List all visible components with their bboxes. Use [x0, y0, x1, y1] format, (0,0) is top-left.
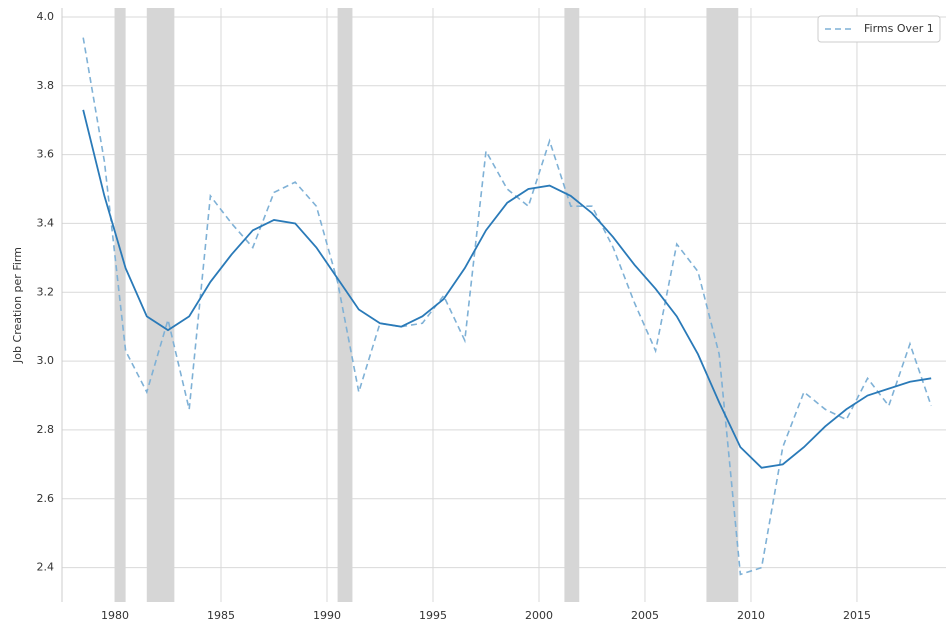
x-tick-label: 2000	[525, 609, 553, 622]
series-line	[82, 37, 932, 576]
y-tick-label: 3.4	[37, 216, 55, 229]
y-tick-label: 2.4	[37, 561, 55, 574]
x-tick-label: 1980	[101, 609, 129, 622]
x-tick-label: 1990	[313, 609, 341, 622]
series-line	[82, 109, 932, 469]
recession-band	[146, 8, 175, 602]
recession-band	[564, 8, 580, 602]
y-tick-label: 3.8	[37, 79, 55, 92]
legend-box	[817, 15, 941, 43]
x-tick-label: 2010	[737, 609, 765, 622]
x-tick-label: 1985	[207, 609, 235, 622]
y-tick-label: 3.0	[37, 354, 55, 367]
y-tick-label: 2.6	[37, 492, 55, 505]
y-tick-label: 3.6	[37, 148, 55, 161]
legend-label: Firms Over 1	[864, 22, 934, 35]
recession-band	[706, 8, 739, 602]
y-tick-label: 3.2	[37, 285, 55, 298]
y-axis-label: Job Creation per Firm	[11, 247, 24, 364]
x-tick-label: 1995	[419, 609, 447, 622]
recession-band	[337, 8, 353, 602]
y-tick-label: 2.8	[37, 423, 55, 436]
x-tick-label: 2005	[631, 609, 659, 622]
x-tick-label: 2015	[843, 609, 871, 622]
y-tick-label: 4.0	[37, 10, 55, 23]
